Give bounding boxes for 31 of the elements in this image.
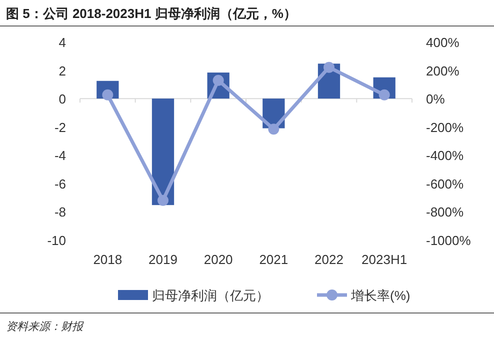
bar [152,98,174,206]
x-tick-label: 2022 [314,252,344,267]
text: 资料来源：财报 [6,320,84,333]
y2-tick-label: -1000% [426,233,472,248]
x-tick-label: 2021 [259,252,288,267]
y2-tick-label: 0% [426,92,446,107]
y-tick-label: 0 [58,92,66,107]
y2-tick-label: 200% [426,63,460,78]
y-tick-label: 4 [58,35,66,50]
x-tick-label: 2023H1 [362,252,408,267]
y2-tick-label: -400% [426,148,464,164]
chart-title: 图 5：公司 2018-2023H1 归母净利润（亿元，%） [6,6,296,21]
y2-tick-label: -800% [426,204,464,220]
y-tick-label: -2 [54,120,66,135]
point [378,89,390,100]
y-tick-label: -6 [54,176,66,192]
y-tick-label: -4 [54,148,66,164]
y2-tick-label: -200% [426,120,464,135]
legend-label: 归母净利润（亿元） [152,288,269,303]
y2-tick-label: 400% [426,35,460,50]
point [158,194,168,206]
y-tick-label: 2 [58,63,66,78]
point [268,124,280,135]
legend-label: 增长率(%) [350,288,410,303]
y-tick-label: -8 [54,204,66,220]
point [324,62,334,73]
x-tick-label: 2019 [148,252,178,267]
x-tick-label: 2020 [204,252,233,267]
y2-tick-label: -600% [426,176,464,192]
y-tick-label: -10 [47,233,66,248]
x-tick-label: 2018 [93,252,122,267]
